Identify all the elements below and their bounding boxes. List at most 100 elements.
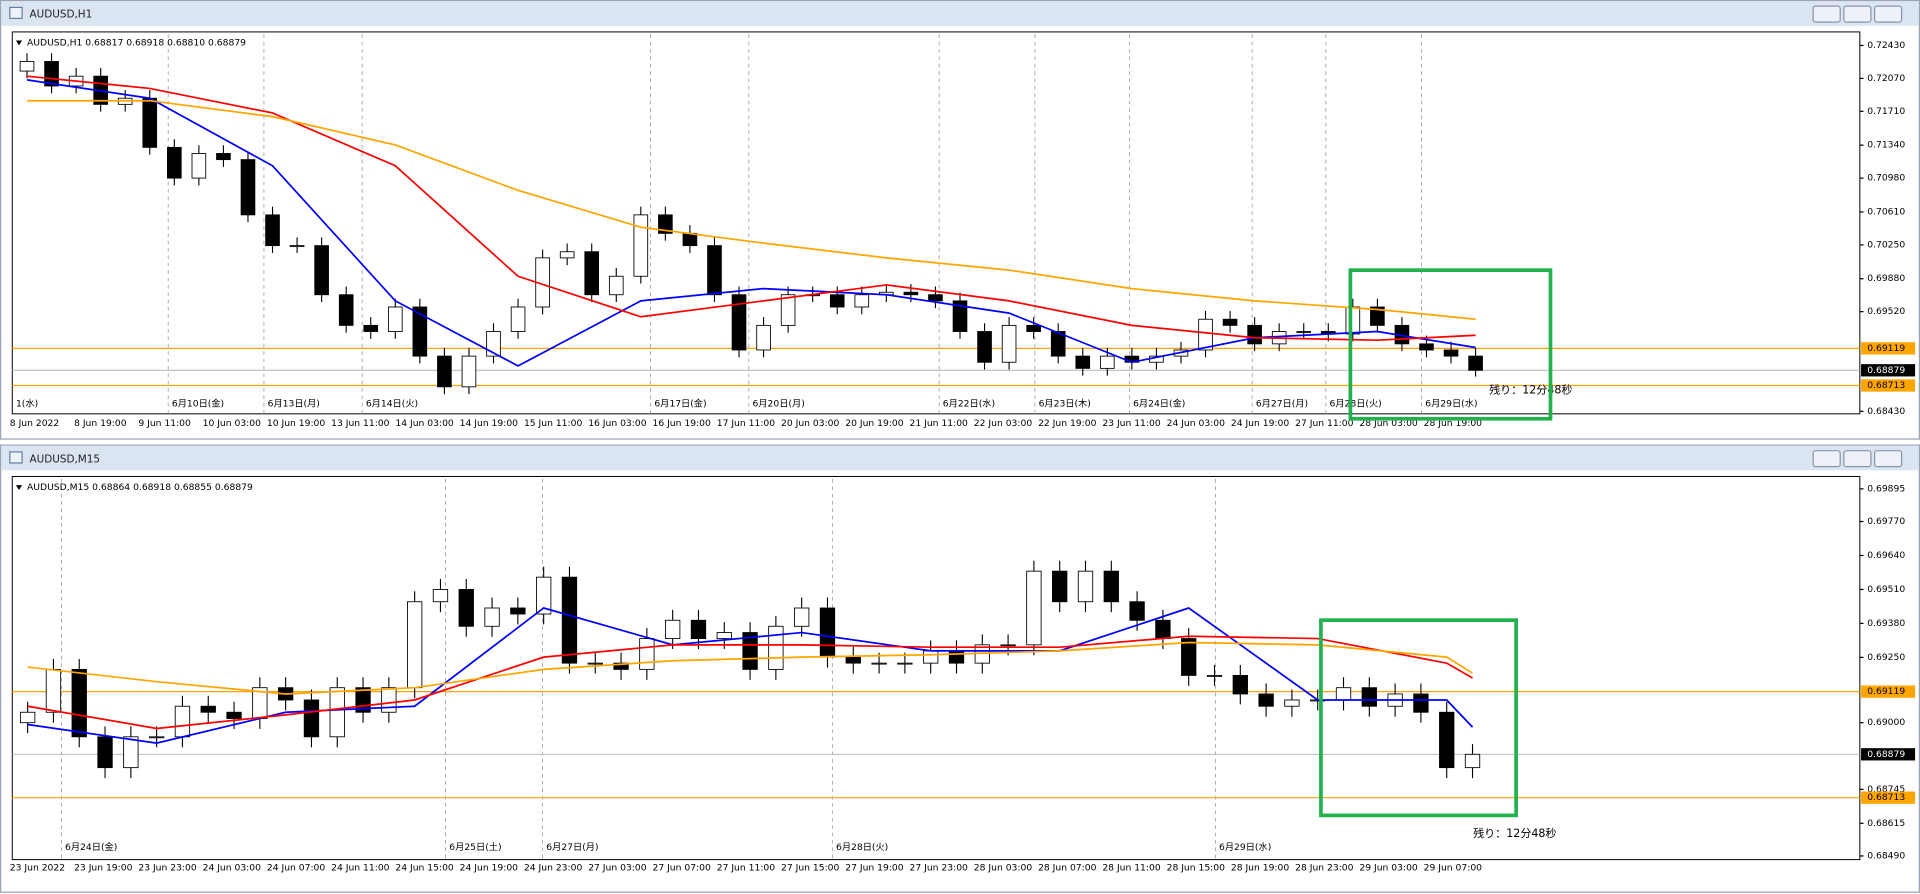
candle-body [854,294,870,308]
candle-body [265,214,280,247]
candle-body [461,355,477,388]
candle-body [1198,318,1213,351]
minimize-button[interactable] [1812,5,1841,23]
date-label: 6月23日(木) [1039,398,1091,410]
candle-body [314,245,329,296]
x-tick-label: 24 Jun 19:00 [460,863,519,874]
candle-body [768,625,784,670]
candle-body [412,306,428,357]
x-tick-label: 27 Jun 23:00 [910,863,969,874]
candle-body [742,632,758,670]
candle-body [338,294,354,326]
candle-body [1370,306,1385,326]
candle-body [608,275,624,296]
x-tick-label: 27 Jun 03:00 [588,863,647,874]
x-tick-label: 28 Jun 19:00 [1231,863,1290,874]
y-tick-label: 0.69880 [1867,273,1905,284]
moving-average [27,99,1476,321]
candle-body [613,662,629,670]
highlight-box [1348,268,1553,421]
moving-average [27,641,1473,695]
x-tick-label: 28 Jun 07:00 [1038,863,1097,874]
candle-body [1026,324,1041,332]
y-tick-label: 0.72070 [1867,73,1905,84]
header-arrow [15,485,23,490]
candle-body [1464,753,1481,769]
candle-body [903,291,919,296]
x-tick-label: 8 Jun 2022 [10,418,59,429]
close-button[interactable] [1873,450,1903,468]
candle-body [1247,324,1262,345]
x-tick-label: 28 Jun 03:00 [974,863,1033,874]
candle-body [928,294,943,302]
candle-body [1361,687,1377,707]
x-tick-label: 16 Jun 19:00 [652,418,711,429]
chart-header: AUDUSD,M15 0.68864 0.68918 0.68855 0.688… [27,482,253,493]
x-tick-label: 27 Jun 11:00 [1295,418,1354,429]
close-button[interactable] [1873,5,1903,23]
candle-body [484,607,500,627]
x-tick-label: 10 Jun 03:00 [203,418,262,429]
date-label: 6月10日(金) [172,398,224,410]
candle-body [1345,306,1361,335]
maximize-button[interactable] [1843,450,1872,468]
candle-body [1439,711,1455,769]
candle-body [1443,349,1459,357]
date-label: 6月28日(火) [1330,399,1382,410]
candle-body [407,601,423,689]
x-tick-label: 22 Jun 03:00 [974,418,1033,429]
chart-window: AUDUSD,M15 6月24日(金) 6月25日(土) 6月27日(月) 6月28日(… [0,444,1920,893]
y-tick-label: 0.68745 [1867,784,1905,795]
current-price-label: 0.68879 [1867,365,1905,376]
candle-body [731,294,747,351]
candle-body [665,619,681,640]
candle-body [200,705,216,713]
plot-area [11,475,1861,861]
candle-body [819,607,836,658]
candle-body [387,306,403,332]
candle-body [1075,355,1091,369]
candle-body [1258,693,1274,707]
x-tick-label: 28 Jun 03:00 [1359,418,1418,429]
candle-body [19,711,36,724]
candle-body [1232,674,1248,695]
date-label: 6月27日(月) [1256,399,1308,410]
y-tick-label: 0.69510 [1867,584,1905,595]
candle-body [289,245,305,248]
candle-body [303,699,320,738]
candle-body [1077,570,1094,603]
moving-average [27,635,1473,730]
date-label: 6月22日(水) [943,398,995,410]
candle-body [587,662,603,665]
current-price-box [1861,748,1916,761]
candle-body [191,153,207,179]
x-tick-label: 28 Jun 11:00 [1102,863,1161,874]
date-label: 6月24日(金) [1133,398,1185,410]
x-tick-label: 23 Jun 23:00 [138,863,197,874]
x-tick-label: 27 Jun 15:00 [781,863,840,874]
x-tick-label: 28 Jun 19:00 [1424,418,1483,429]
minimize-button[interactable] [1812,450,1841,468]
price-level-box [1861,685,1916,698]
candle-body [1100,355,1115,369]
date-label: 6月29日(水) [1425,398,1477,410]
x-tick-label: 9 Jun 11:00 [138,418,191,429]
candle-body [1335,687,1352,701]
candle-body [639,638,655,670]
candle-body [1103,570,1119,603]
candle-body [1296,331,1312,333]
x-tick-label: 8 Jun 19:00 [74,418,127,429]
date-label: 6月17日(金) [654,398,706,410]
y-tick-label: 0.71340 [1867,140,1905,151]
header-arrow [15,40,23,46]
candle-body [1001,324,1017,363]
date-label: 6月27日(月) [546,842,598,853]
candle-body [381,687,397,713]
candle-body [584,251,600,296]
maximize-button[interactable] [1843,5,1872,23]
x-tick-label: 14 Jun 19:00 [460,418,519,429]
candle-body [486,331,501,357]
current-price-box [1861,364,1916,377]
window-icon [9,6,23,20]
y-tick-label: 0.70610 [1867,206,1905,217]
